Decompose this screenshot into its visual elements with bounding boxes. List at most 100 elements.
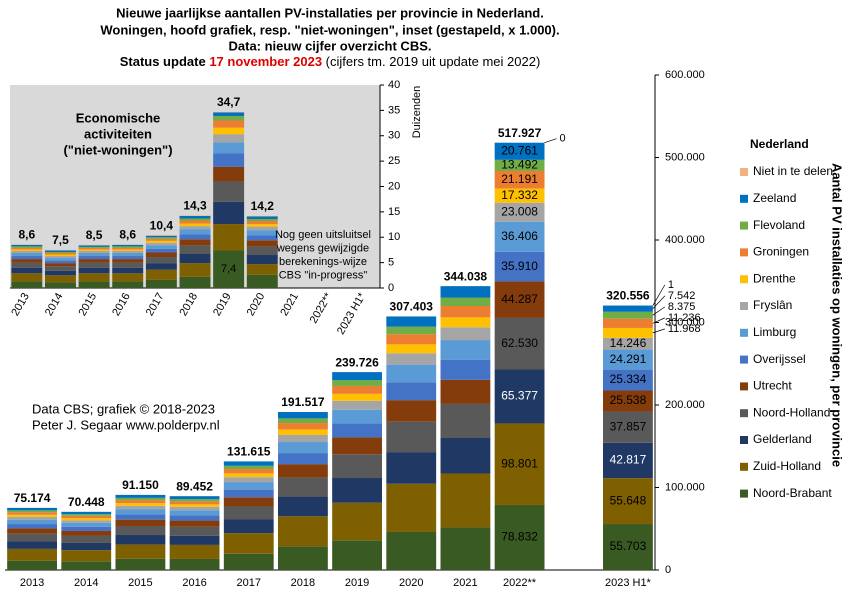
y-tick-label: 20 [388,180,400,192]
bar-segment [145,245,177,249]
bar-segment [115,519,166,527]
bar-segment [213,224,245,251]
legend-swatch [740,409,748,418]
bar-segment [78,252,110,257]
bar-segment [78,273,110,282]
bar-segment [213,142,245,154]
bar-segment [7,512,57,515]
bar-segment [494,504,545,570]
bar-segment [246,255,278,265]
inset-note: Nog geen uitsluitsel [275,229,371,241]
bar-segment [494,159,545,171]
total-label: 8,6 [18,228,35,242]
bar-segment [11,244,43,245]
bar-segment [7,524,57,529]
bar-segment [179,276,211,288]
bar-segment [332,437,382,455]
bar-segment [11,256,43,260]
bar-segment [278,453,328,465]
x-tick-label: 2021 [453,577,477,589]
x-tick-label: 2021 [278,291,301,318]
segment-label: 55.703 [610,539,647,553]
bar-segment [145,235,177,236]
bar-segment [213,201,245,225]
x-tick-label: 2015 [77,291,100,318]
bar-segment [223,482,274,490]
bar-segment [44,260,76,264]
bar-segment [112,273,144,282]
legend-label: Zeeland [753,191,796,205]
legend-label: Noord-Holland [753,405,830,419]
bar-segment [7,507,57,511]
bar-segment [145,235,177,238]
bar-segment [112,256,144,260]
bar-segment [223,489,274,498]
bar-segment [112,249,144,251]
bar-segment [213,134,245,143]
bar-segment [44,254,76,257]
bar-segment [44,251,76,253]
bar-segment [169,496,220,500]
x-tick-label: 2020 [399,577,423,589]
segment-label: 25.538 [610,393,647,407]
bar-segment [112,267,144,274]
bar-segment [213,127,245,135]
bar-segment [78,246,110,248]
segment-label: 0 [560,133,566,145]
total-label: 344.038 [444,269,488,283]
bar-segment [386,334,437,345]
bar-segment [179,263,211,277]
bar-segment [179,226,211,230]
bar-segment [179,215,211,219]
bar-segment [44,252,76,255]
legend-swatch [740,275,748,284]
segment-label: 17.332 [501,188,538,202]
bar-segment [61,520,112,523]
legend-label: Niet in te delen [753,164,833,178]
bar-segment [494,202,545,222]
bar-segment [78,249,110,251]
x-tick-label: 2022** [308,290,335,325]
bar-segment [332,393,382,401]
total-label: 14,3 [183,199,207,213]
bar-segment [603,478,653,525]
bar-segment [440,359,491,380]
legend-swatch [740,328,748,337]
bar-segment [213,112,245,116]
segment-label: 23.008 [501,204,538,218]
bar-segment [179,220,211,224]
leader-line [652,317,665,324]
total-label: 307.403 [390,300,434,314]
bar-segment [278,442,328,454]
legend-swatch [740,302,748,310]
legend-label: Gelderland [753,432,812,446]
bar-segment [112,281,144,288]
bar-segment [61,511,112,515]
bar-segment [44,263,76,267]
bar-segment [112,246,144,248]
bar-segment [603,349,653,370]
bar-segment [61,535,112,543]
total-label: 14,2 [251,199,275,213]
x-tick-label: 2015 [128,577,152,589]
bar-segment [11,259,43,263]
bar-segment [278,477,328,497]
legend-swatch [740,382,748,391]
bar-segment [115,497,166,501]
bar-segment [223,497,274,507]
total-label: 10,4 [150,218,174,232]
legend-swatch [740,489,748,498]
bar-segment [386,452,437,484]
total-label: 91.150 [122,478,159,492]
total-label: 8,6 [119,228,136,242]
bar-segment [603,369,653,391]
bar-segment [246,235,278,241]
y-tick-label: 5 [388,257,394,269]
bar-segment [61,515,112,519]
total-label: 7,5 [52,233,69,247]
bar-segment [603,442,653,479]
bar-segment [386,531,437,570]
title-line: Nieuwe jaarlijkse aantallen PV-installat… [116,5,544,20]
segment-label: 1 [668,279,674,291]
y-tick-label: 10 [388,231,400,243]
